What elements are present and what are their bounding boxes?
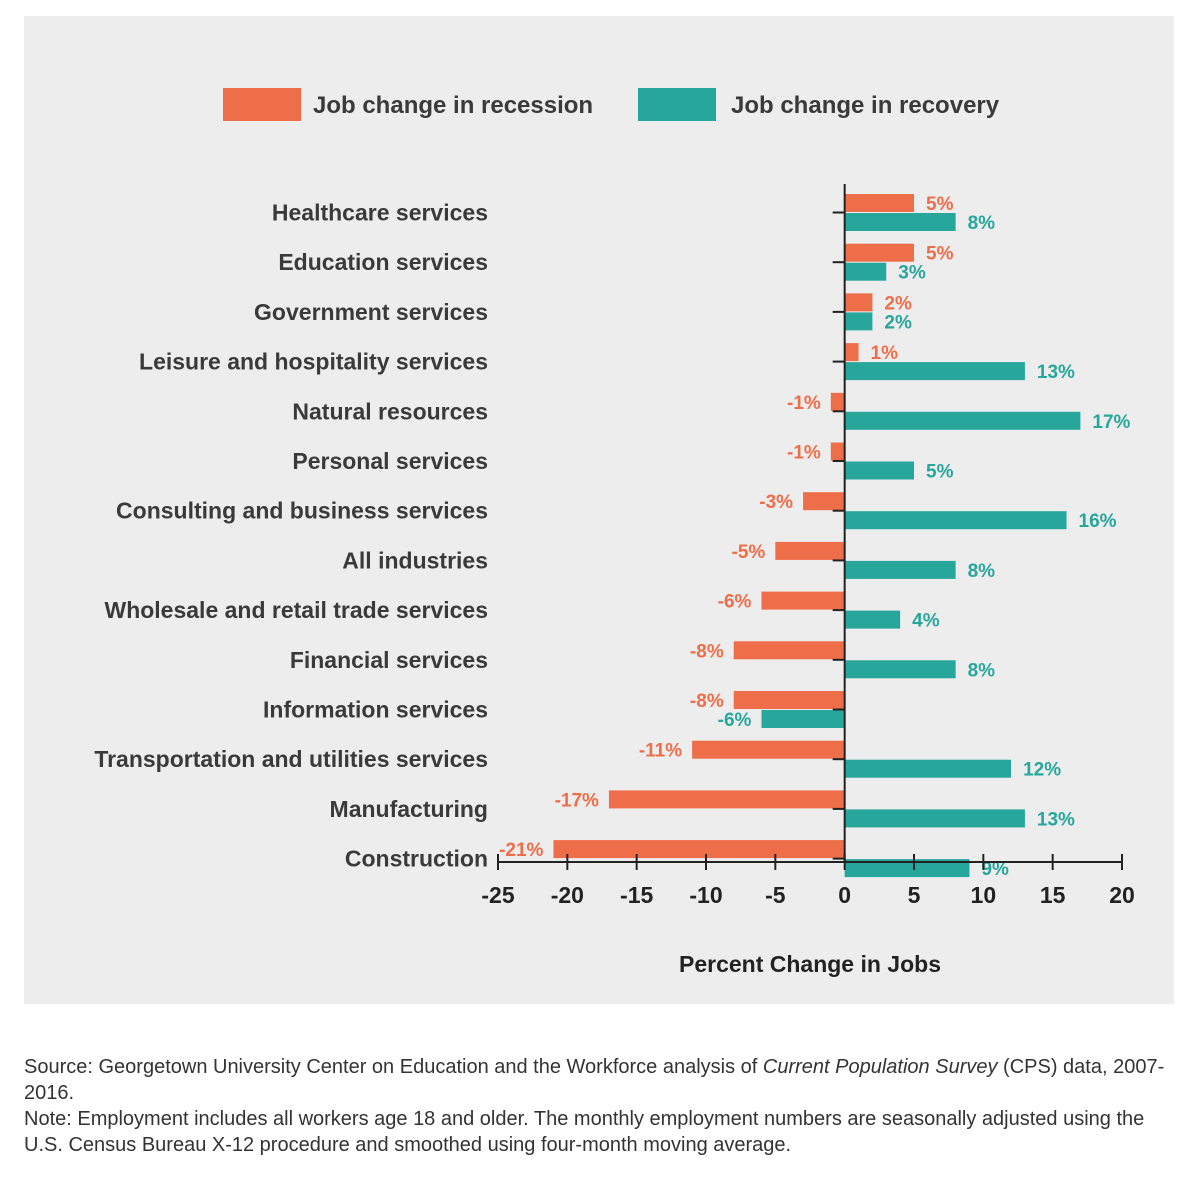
recovery-bar [844,511,1067,530]
recovery-bar [844,660,956,679]
x-tick-label: -10 [689,882,722,908]
recovery-bar [844,759,1012,778]
x-tick-label: 15 [1040,882,1066,908]
recession-value-label: -8% [690,641,724,662]
recession-value-label: -6% [718,592,752,613]
source-suffix: (CPS) data, 2007-2016. [24,1056,1165,1104]
recovery-value-label: 8% [968,561,996,582]
legend-label-recovery: Job change in recovery [731,92,1000,119]
recession-bar [844,194,914,212]
category-label: Education services [278,249,488,275]
legend-label-recession: Job change in recession [313,92,593,119]
axes: -25 -20 -15 -10 -5 0 5 10 15 20 [481,184,1135,908]
recovery-bar [844,610,901,629]
recovery-value-label: 16% [1079,511,1117,532]
recovery-value-label: 4% [912,611,940,632]
recession-value-label: -17% [555,790,599,811]
chart-notes: Source: Georgetown University Center on … [24,1054,1174,1158]
x-tick-label: -5 [765,882,786,908]
recovery-value-label: 3% [898,263,926,284]
recovery-value-label: 2% [884,312,912,333]
x-axis-title: Percent Change in Jobs [679,951,941,977]
recovery-bar [844,809,1025,828]
recession-bar [761,591,845,610]
recession-bar [844,343,859,362]
x-tick-label: -15 [620,882,653,908]
x-tick-label: 20 [1109,882,1135,908]
recovery-value-label: 13% [1037,362,1075,383]
recession-value-label: -8% [690,691,724,712]
category-label: Manufacturing [330,796,488,822]
recession-value-label: 5% [926,194,954,215]
recovery-bar [844,262,887,281]
category-label: Information services [263,697,488,723]
recession-bar [844,293,873,312]
recession-value-label: -21% [499,840,543,861]
recovery-value-label: 17% [1092,412,1130,433]
recovery-bar [844,362,1025,381]
recession-bar [830,392,845,411]
recession-value-label: -11% [639,741,682,762]
source-note: Source: Georgetown University Center on … [24,1054,1174,1106]
recession-value-label: 5% [926,244,954,265]
recovery-value-label: 12% [1023,760,1061,781]
recession-bar [830,442,845,461]
recession-bar [692,740,845,759]
legend-swatch-recovery [638,88,716,121]
chart-panel: Job change in recession Job change in re… [24,16,1174,1004]
category-label: Personal services [292,448,488,474]
data-labels: 5%8%5%3%2%2%1%13%-1%17%-1%5%-3%16%-5%8%-… [499,194,1130,880]
recovery-value-label: 13% [1037,809,1075,830]
recession-value-label: -1% [787,443,821,464]
recovery-bar [761,710,845,728]
recovery-value-label: 5% [926,462,954,483]
recession-bar [775,541,845,560]
legend-swatch-recession [223,88,301,121]
category-label: Natural resources [292,398,488,424]
category-label: Construction [345,846,488,872]
category-labels: Healthcare services Education services Gov… [94,200,488,872]
x-tick-label: 10 [971,882,997,908]
bars [553,194,1081,878]
recession-bar [553,840,845,859]
recovery-bar [844,461,914,480]
x-tick-label: 5 [908,882,921,908]
category-label: Wholesale and retail trade services [104,597,488,623]
x-tick-label: -20 [551,882,584,908]
recovery-bar [844,859,970,878]
employment-note: Note: Employment includes all workers ag… [24,1108,1145,1156]
recovery-bar [844,411,1081,430]
recession-bar [803,492,845,511]
recession-value-label: 1% [871,343,899,364]
category-label: Transportation and utilities services [94,746,488,772]
category-label: Consulting and business services [116,498,488,524]
recovery-value-label: 8% [968,660,996,681]
x-tick-label: 0 [838,882,851,908]
category-label: Healthcare services [272,200,488,226]
category-label: Government services [254,299,488,325]
recovery-value-label: 9% [981,859,1009,880]
recession-bar [733,691,845,709]
recovery-bar [844,312,873,331]
recovery-value-label: 8% [968,213,996,234]
x-tick-label: -25 [481,882,514,908]
recovery-bar [844,213,956,231]
recession-bar [844,243,914,262]
recovery-value-label: -6% [718,710,752,731]
recession-value-label: -5% [732,542,766,563]
bar-chart: Job change in recession Job change in re… [94,88,1135,977]
recession-value-label: 2% [884,293,912,314]
recession-value-label: -3% [759,492,793,513]
recovery-bar [844,560,956,579]
category-label: Leisure and hospitality services [139,349,488,375]
source-prefix: Source: Georgetown University Center on … [24,1056,763,1078]
recession-bar [608,790,845,809]
category-label: All industries [342,547,488,573]
legend: Job change in recession Job change in re… [223,88,1000,121]
category-label: Financial services [290,647,488,673]
source-survey-name: Current Population Survey [762,1056,998,1078]
recession-value-label: -1% [787,393,821,414]
recession-bar [733,641,845,660]
